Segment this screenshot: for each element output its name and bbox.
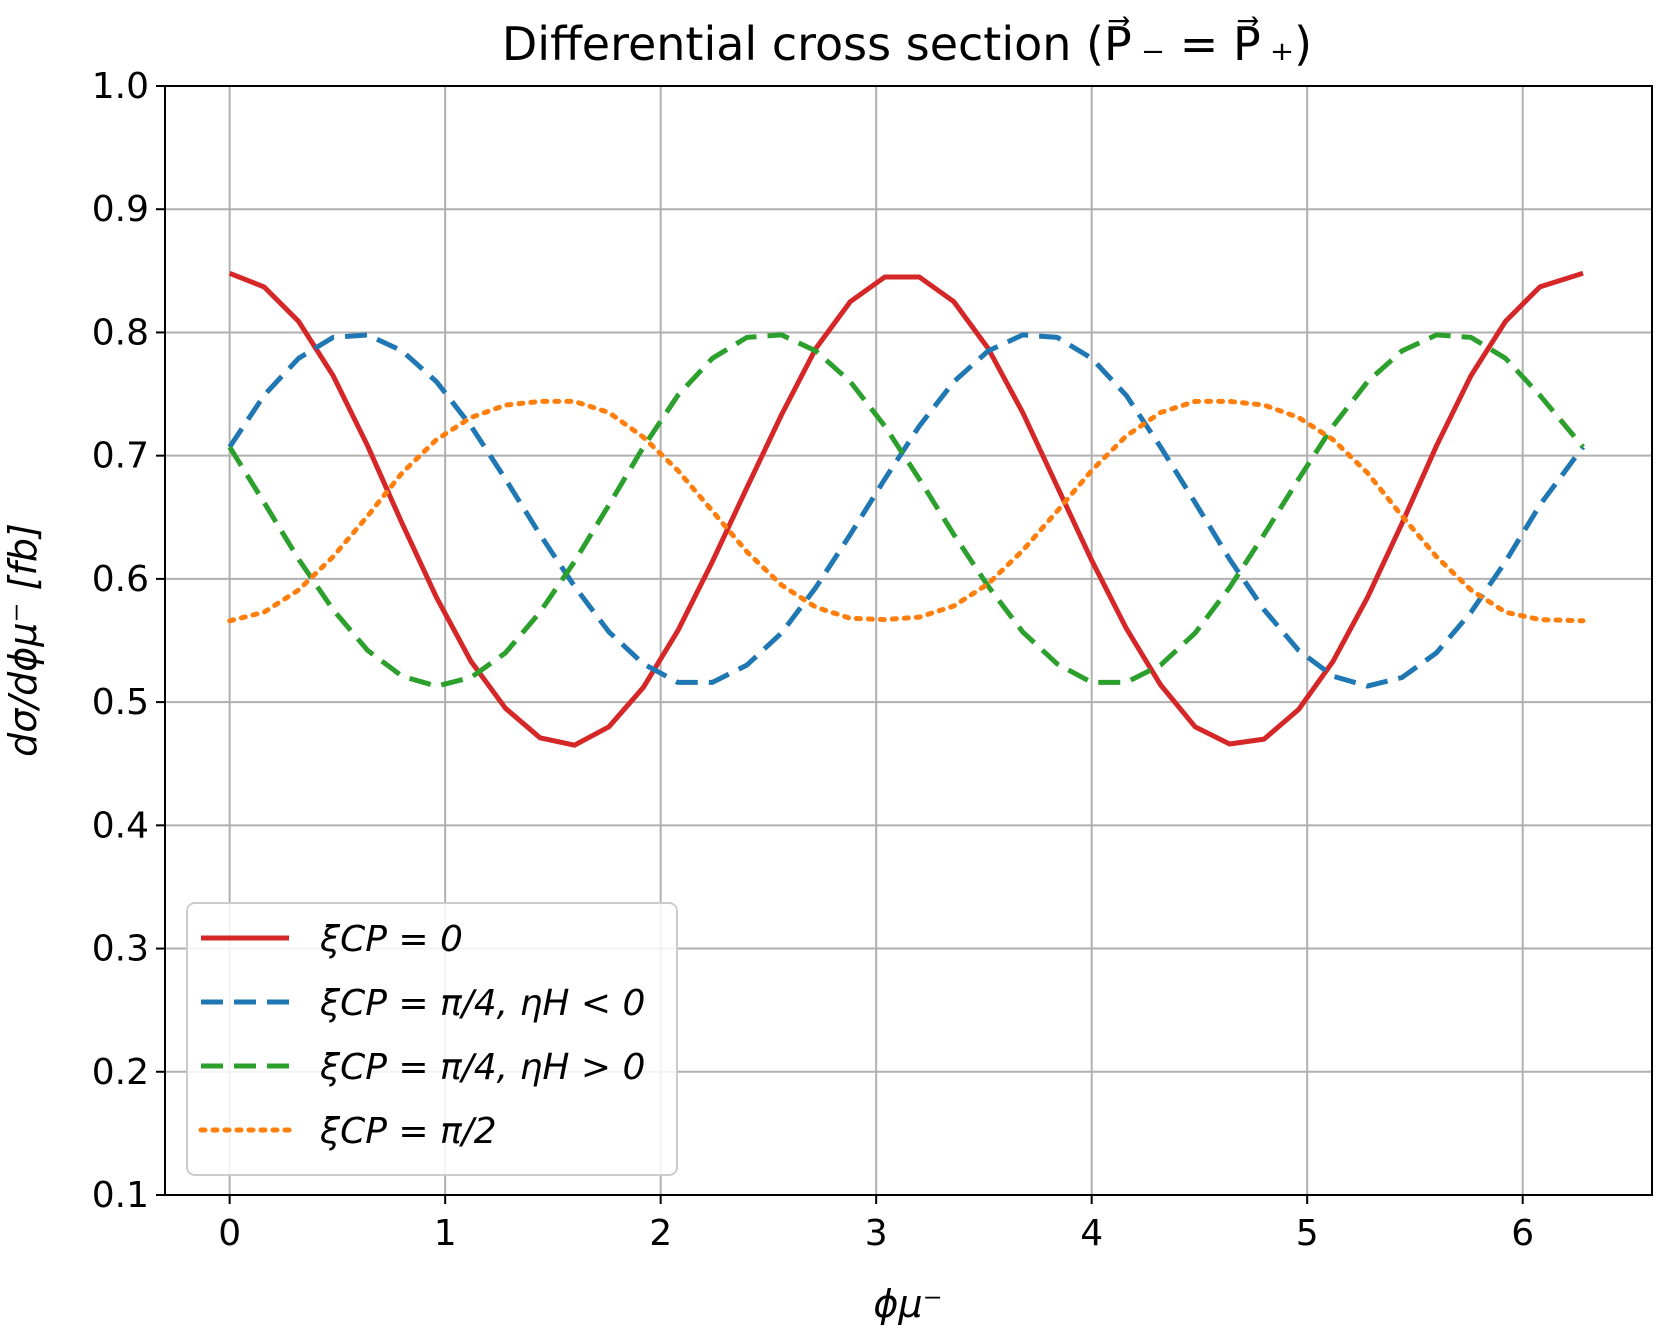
x-tick-label: 5 (1296, 1213, 1319, 1254)
series-line-1 (228, 270, 1584, 748)
legend-label-4: ξCP = π/2 (319, 1111, 497, 1152)
axis-ticks: 0 1 2 3 4 5 6 0.1 0.2 0.3 0.4 0.5 0.6 0.7 0.8 0.9 1.0 (92, 66, 1534, 1254)
y-tick-label: 0.7 (92, 436, 149, 477)
y-tick-label: 0.4 (92, 805, 149, 846)
x-tick-label: 6 (1511, 1213, 1534, 1254)
y-tick-label: 0.8 (92, 312, 149, 353)
chart-title: Differential cross section (P⃗ ₋ = P⃗ ₊) (502, 17, 1312, 71)
y-axis-label: dσ/dϕμ⁻ [fb] (1, 523, 45, 757)
legend: ξCP = 0 ξCP = π/4, ηH < 0 ξCP = π/4, ηH > … (186, 902, 678, 1176)
y-tick-label: 1.0 (92, 66, 149, 107)
series-group (227, 270, 1586, 748)
plot-area-frame (164, 85, 1653, 1196)
legend-label-1: ξCP = 0 (319, 919, 463, 960)
legend-box (186, 902, 678, 1176)
x-tick-label: 1 (434, 1213, 457, 1254)
series-line-4 (227, 398, 1586, 624)
y-tick-label: 0.5 (92, 682, 149, 723)
series-line-3 (227, 332, 1585, 689)
x-tick-label: 2 (649, 1213, 672, 1254)
y-tick-label: 0.2 (92, 1052, 149, 1093)
x-axis-label: ϕμ⁻ (873, 1282, 942, 1326)
y-tick-label: 0.1 (92, 1175, 149, 1216)
legend-label-3: ξCP = π/4, ηH > 0 (319, 1047, 645, 1088)
y-tick-label: 0.3 (92, 929, 149, 970)
y-tick-label: 0.6 (92, 559, 149, 600)
x-tick-label: 3 (865, 1213, 888, 1254)
y-tick-label: 0.9 (92, 189, 149, 230)
legend-label-2: ξCP = π/4, ηH < 0 (319, 983, 645, 1024)
x-tick-label: 4 (1080, 1213, 1103, 1254)
x-tick-label: 0 (218, 1213, 241, 1254)
